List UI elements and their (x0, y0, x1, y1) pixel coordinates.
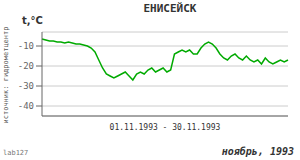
svg-text:-30: -30 (18, 81, 34, 91)
svg-text:-20: -20 (18, 61, 34, 71)
html-text:01.11.1993 - 30.11.1993: 01.11.1993 - 30.11.1993 (109, 123, 221, 132)
svg-text:-40: -40 (18, 101, 34, 111)
html-text:lab127: lab127 (3, 149, 29, 157)
html-text:ЕНИСЕЙСК: ЕНИСЕЙСК (143, 2, 197, 15)
html-text:t,°C: t,°C (22, 15, 43, 26)
html-text:источник: гидрометцентр: источник: гидрометцентр (2, 26, 10, 124)
html-text:ноябрь, 1993: ноябрь, 1993 (221, 146, 294, 157)
svg-text:-10: -10 (18, 41, 34, 51)
